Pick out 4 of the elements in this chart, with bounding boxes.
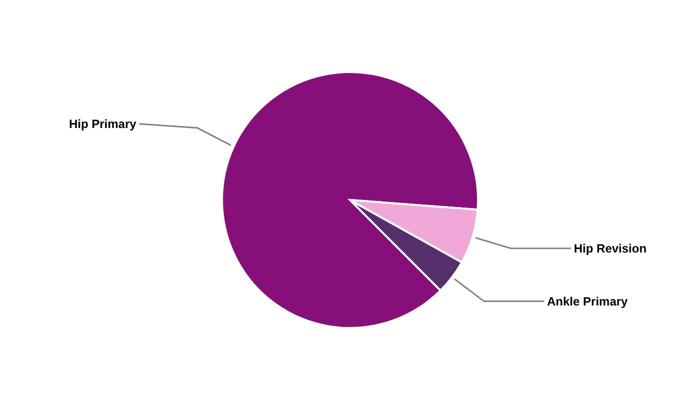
pie-slice [221, 71, 479, 329]
slice-label: Ankle Primary [547, 294, 628, 308]
slice-label: Hip Primary [68, 117, 137, 132]
slice-label: Hip Revision [574, 242, 647, 256]
